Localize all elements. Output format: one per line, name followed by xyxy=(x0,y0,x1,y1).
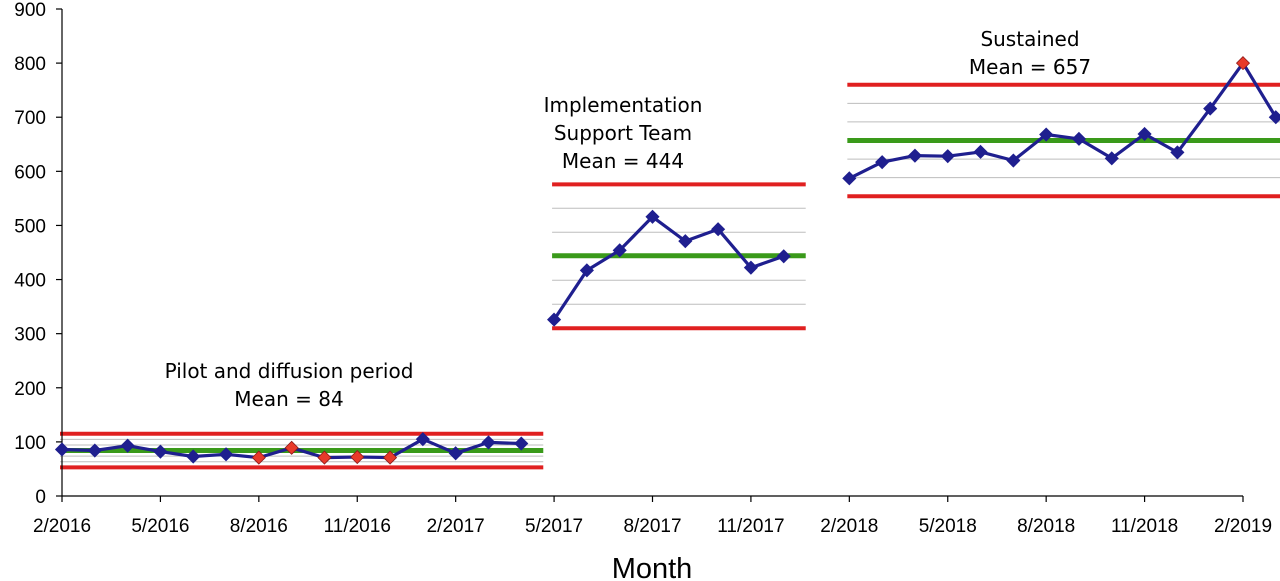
data-point xyxy=(940,149,955,164)
phase-annotation-line: Mean = 84 xyxy=(234,387,343,411)
x-tick-label: 8/2017 xyxy=(623,516,681,537)
x-tick-label: 2/2017 xyxy=(427,516,485,537)
data-point xyxy=(1071,131,1087,146)
data-point xyxy=(678,234,693,249)
data-point xyxy=(1268,110,1280,125)
x-tick-label: 5/2017 xyxy=(525,516,583,537)
data-point xyxy=(1104,151,1119,166)
data-point xyxy=(743,260,758,275)
data-point xyxy=(1137,126,1152,142)
data-point xyxy=(907,148,923,163)
y-tick-label: 800 xyxy=(14,54,46,75)
x-tick-label: 2/2016 xyxy=(33,516,91,537)
phase-annotation-line: Sustained xyxy=(980,27,1079,51)
data-point xyxy=(1039,127,1054,142)
phase-annotation-line: Implementation xyxy=(544,93,703,117)
y-tick-label: 400 xyxy=(14,271,46,292)
special-cause-point xyxy=(317,450,332,465)
x-tick-label: 2/2018 xyxy=(820,516,878,537)
data-point xyxy=(645,209,660,224)
x-tick-label: 8/2016 xyxy=(230,516,288,537)
x-tick-label: 5/2016 xyxy=(131,516,189,537)
data-point xyxy=(776,249,791,264)
data-point xyxy=(1170,145,1185,160)
y-tick-label: 300 xyxy=(14,325,46,346)
special-cause-point xyxy=(284,440,299,455)
data-point xyxy=(711,222,726,237)
y-tick-label: 0 xyxy=(35,487,46,508)
special-cause-point xyxy=(251,450,266,465)
gridlines xyxy=(60,102,1280,463)
y-tick-label: 700 xyxy=(14,108,46,129)
phase-annotation-line: Pilot and diffusion period xyxy=(165,359,414,383)
data-point xyxy=(120,438,135,453)
y-tick-label: 600 xyxy=(14,162,46,183)
data-point xyxy=(153,444,168,459)
special-cause-point xyxy=(350,449,365,465)
data-point xyxy=(514,436,529,451)
phase-annotations: Pilot and diffusion period Mean = 84 Imple… xyxy=(165,27,1091,411)
data-point xyxy=(547,312,562,327)
special-cause-point xyxy=(382,450,398,465)
data-point xyxy=(973,144,988,159)
data-point xyxy=(1203,101,1218,116)
x-tick-label: 2/2019 xyxy=(1214,516,1272,537)
axes: 0 100 200 300 400 500 600 700 800 900 2/2016 5/2016… xyxy=(14,0,1272,537)
data-series xyxy=(54,56,1280,465)
phase-annotation-line: Mean = 444 xyxy=(562,149,684,173)
y-tick-label: 500 xyxy=(14,216,46,237)
data-point xyxy=(612,243,627,258)
phase-annotation-line: Mean = 657 xyxy=(969,55,1091,79)
data-point xyxy=(875,155,890,170)
x-tick-label: 11/2016 xyxy=(324,516,391,537)
data-point xyxy=(218,447,234,462)
x-axis-title: Month xyxy=(612,553,693,581)
special-cause-point xyxy=(1235,56,1251,71)
data-point xyxy=(54,442,70,457)
data-point xyxy=(448,446,463,461)
x-tick-label: 11/2017 xyxy=(717,516,784,537)
data-point xyxy=(1006,153,1021,168)
data-point xyxy=(579,263,594,278)
data-point xyxy=(842,171,857,186)
y-tick-label: 100 xyxy=(14,433,46,454)
x-tick-label: 11/2018 xyxy=(1111,516,1178,537)
series-line xyxy=(552,215,785,321)
series-line xyxy=(848,61,1278,180)
data-point xyxy=(415,432,430,447)
data-point xyxy=(87,443,102,458)
y-tick-label: 200 xyxy=(14,379,46,400)
y-tick-label: 900 xyxy=(14,0,46,21)
data-point xyxy=(481,435,496,450)
phase-annotation-line: Support Team xyxy=(554,121,692,145)
data-point xyxy=(186,449,201,464)
x-tick-label: 5/2018 xyxy=(919,516,977,537)
x-tick-label: 8/2018 xyxy=(1017,516,1075,537)
